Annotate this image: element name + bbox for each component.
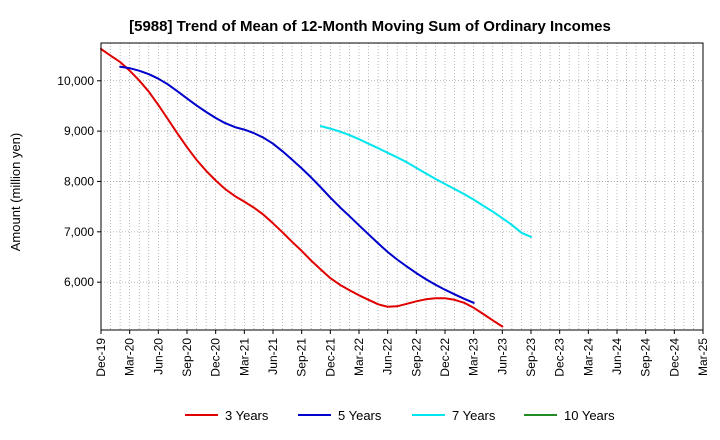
legend-label: 5 Years	[338, 408, 382, 423]
x-tick-label: Dec-24	[667, 338, 681, 377]
x-tick-label: Jun-23	[495, 338, 509, 375]
legend: 3 Years 5 Years 7 Years 10 Years	[185, 408, 615, 423]
x-tick-label: Dec-19	[94, 338, 108, 377]
y-tick-label: 9,000	[64, 124, 94, 138]
legend-label: 7 Years	[452, 408, 496, 423]
x-tick-label: Sep-22	[409, 338, 423, 377]
y-tick-label: 7,000	[64, 225, 94, 239]
series-line-3-years	[100, 48, 504, 328]
x-tick-label: Dec-20	[209, 338, 223, 377]
y-axis: 6,000 7,000 8,000 9,000 10,000	[57, 74, 101, 289]
x-tick-label: Sep-21	[295, 338, 309, 377]
x-tick-label: Mar-21	[237, 338, 251, 376]
x-tick-label: Jun-24	[610, 338, 624, 375]
series-line-7-years	[319, 125, 532, 238]
series-layer	[100, 48, 532, 328]
y-tick-label: 10,000	[57, 74, 94, 88]
x-tick-label: Sep-24	[639, 338, 653, 377]
x-tick-label: Sep-23	[524, 338, 538, 377]
x-tick-label: Dec-22	[438, 338, 452, 377]
x-tick-label: Mar-22	[352, 338, 366, 376]
x-tick-label: Mar-25	[696, 338, 710, 376]
grid	[101, 43, 703, 330]
plot-frame	[100, 42, 704, 331]
x-tick-label: Jun-20	[151, 338, 165, 375]
y-axis-label: Amount (million yen)	[8, 133, 23, 252]
chart-title: [5988] Trend of Mean of 12-Month Moving …	[129, 18, 611, 35]
y-tick-label: 6,000	[64, 275, 94, 289]
x-tick-label: Dec-21	[323, 338, 337, 377]
x-tick-label: Jun-21	[266, 338, 280, 375]
x-tick-label: Dec-23	[553, 338, 567, 377]
x-axis: Dec-19 Mar-20 Jun-20 Sep-20 Dec-20 Mar-21 Jun-…	[94, 330, 710, 377]
y-tick-label: 8,000	[64, 174, 94, 188]
x-tick-label: Sep-20	[180, 338, 194, 377]
series-line-5-years	[119, 65, 475, 304]
x-tick-label: Jun-22	[381, 338, 395, 375]
x-tick-label: Mar-20	[123, 338, 137, 376]
legend-label: 3 Years	[225, 408, 269, 423]
legend-label: 10 Years	[564, 408, 615, 423]
x-tick-label: Mar-23	[467, 338, 481, 376]
x-tick-label: Mar-24	[581, 338, 595, 376]
